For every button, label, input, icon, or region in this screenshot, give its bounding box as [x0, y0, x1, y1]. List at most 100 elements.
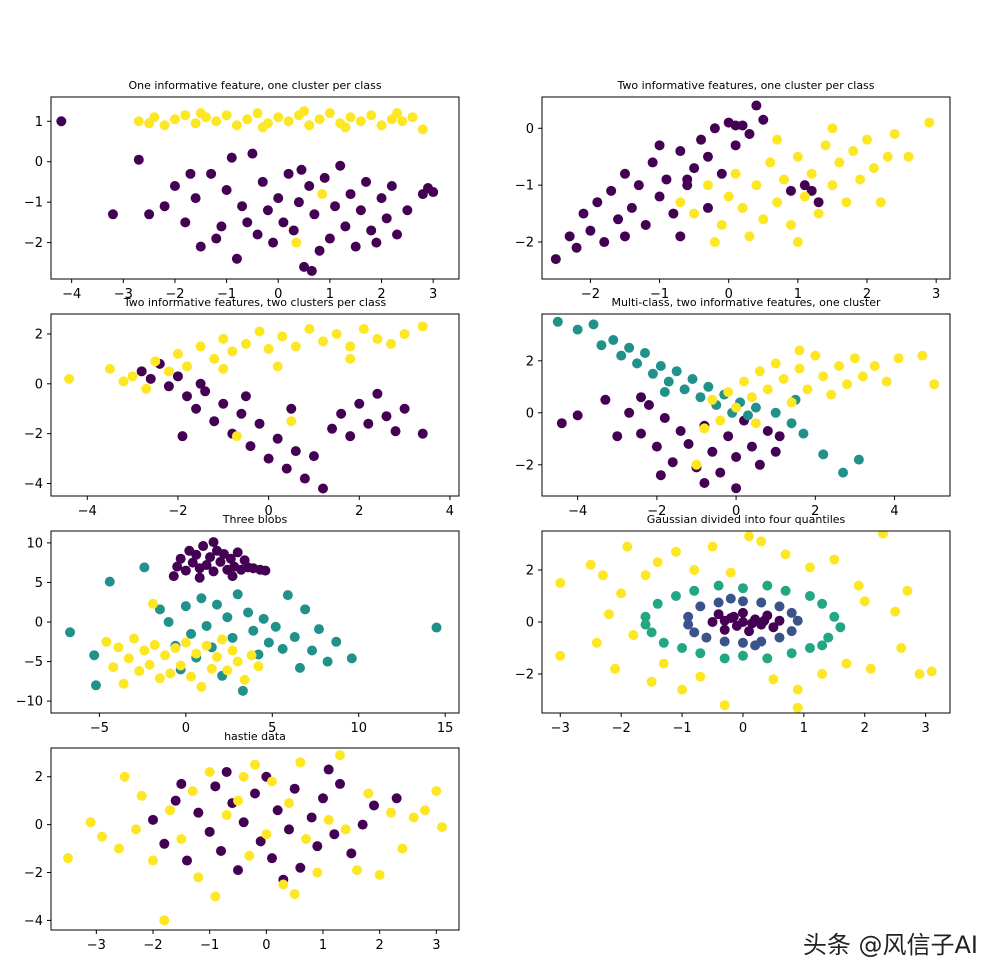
scatter-point	[792, 702, 803, 713]
scatter-point	[799, 191, 810, 202]
scatter-point	[262, 205, 273, 216]
scatter-point	[746, 392, 757, 403]
subplot-title: hastie data	[224, 730, 286, 743]
scatter-point	[902, 585, 913, 596]
scatter-point	[746, 441, 757, 452]
scatter-point	[336, 408, 347, 419]
scatter-point	[786, 648, 797, 659]
scatter-point	[628, 630, 639, 640]
scatter-point	[237, 685, 248, 696]
scatter-point	[289, 632, 300, 643]
scatter-point	[747, 618, 758, 629]
scatter-point	[172, 371, 183, 382]
scatter-point	[386, 338, 396, 349]
scatter-point	[340, 824, 351, 835]
scatter-point	[719, 700, 730, 711]
y-tick-label: 2	[526, 354, 534, 369]
scatter-point	[829, 611, 840, 622]
scatter-point	[226, 152, 237, 163]
scatter-point	[191, 403, 202, 414]
scatter-point	[610, 663, 621, 674]
scatter-point	[675, 231, 686, 242]
scatter-point	[175, 660, 186, 671]
scatter-point	[552, 316, 563, 327]
x-tick-label: 2	[861, 721, 869, 736]
x-tick-label: −1	[650, 287, 669, 302]
scatter-point	[193, 872, 204, 883]
scatter-point	[652, 557, 663, 568]
scatter-point	[670, 591, 681, 601]
scatter-point	[701, 632, 712, 643]
scatter-point	[762, 580, 773, 591]
scatter-point	[744, 531, 755, 542]
scatter-point	[258, 613, 269, 624]
series-1	[707, 607, 785, 637]
y-tick-label: −4	[24, 914, 43, 929]
scatter-point	[232, 547, 243, 558]
scatter-point	[65, 627, 76, 638]
scatter-point	[191, 648, 202, 659]
y-tick-label: −2	[24, 236, 43, 251]
scatter-point	[709, 237, 720, 248]
scatter-point	[619, 231, 630, 242]
scatter-point	[307, 645, 318, 656]
scatter-point	[835, 622, 846, 633]
scatter-point	[903, 151, 914, 162]
series-3	[640, 580, 846, 664]
scatter-point	[659, 413, 670, 423]
scatter-point	[227, 346, 238, 357]
scatter-point	[239, 674, 250, 685]
x-tick-label: 2	[355, 504, 363, 519]
scatter-point	[713, 597, 724, 608]
scatter-point	[707, 617, 718, 627]
scatter-point	[195, 241, 206, 252]
y-tick-label: 5	[35, 576, 43, 591]
scatter-point	[689, 627, 700, 638]
scatter-point	[668, 208, 679, 219]
scatter-point	[751, 180, 762, 191]
scatter-point	[254, 326, 265, 337]
scatter-point	[652, 598, 663, 609]
scatter-point	[667, 457, 678, 468]
scatter-point	[304, 323, 315, 334]
x-tick-label: −1	[200, 938, 219, 953]
scatter-point	[862, 134, 873, 145]
y-tick-label: −2	[515, 458, 534, 473]
scatter-point	[133, 154, 144, 165]
scatter-point	[278, 879, 289, 890]
scatter-point	[107, 209, 118, 220]
scatter-point	[392, 108, 403, 119]
scatter-point	[926, 666, 937, 677]
scatter-point	[713, 609, 724, 620]
scatter-point	[392, 229, 403, 240]
scatter-point	[284, 824, 294, 835]
scatter-point	[896, 643, 907, 653]
scatter-point	[417, 321, 428, 332]
scatter-point	[829, 554, 840, 565]
scatter-point	[794, 345, 805, 356]
scatter-point	[774, 615, 785, 626]
scatter-point	[242, 114, 253, 125]
scatter-point	[227, 645, 238, 656]
scatter-point	[381, 213, 392, 224]
scatter-point	[731, 402, 742, 413]
scatter-point	[206, 663, 217, 674]
scatter-point	[818, 449, 829, 460]
x-tick-label: 2	[863, 287, 871, 302]
scatter-point	[869, 361, 880, 371]
watermark: 头条 @风信子AI	[802, 931, 978, 959]
scatter-point	[182, 855, 192, 866]
scatter-point	[295, 862, 306, 873]
scatter-point	[272, 361, 283, 372]
x-tick-label: 5	[268, 721, 276, 736]
scatter-point	[273, 193, 284, 204]
x-tick-label: −2	[168, 504, 187, 519]
scatter-point	[841, 658, 852, 669]
scatter-point	[397, 116, 408, 127]
scatter-point	[917, 350, 928, 361]
scatter-point	[254, 418, 265, 429]
scatter-point	[222, 612, 233, 623]
scatter-point	[136, 366, 147, 377]
scatter-point	[216, 845, 226, 856]
scatter-point	[282, 590, 293, 601]
